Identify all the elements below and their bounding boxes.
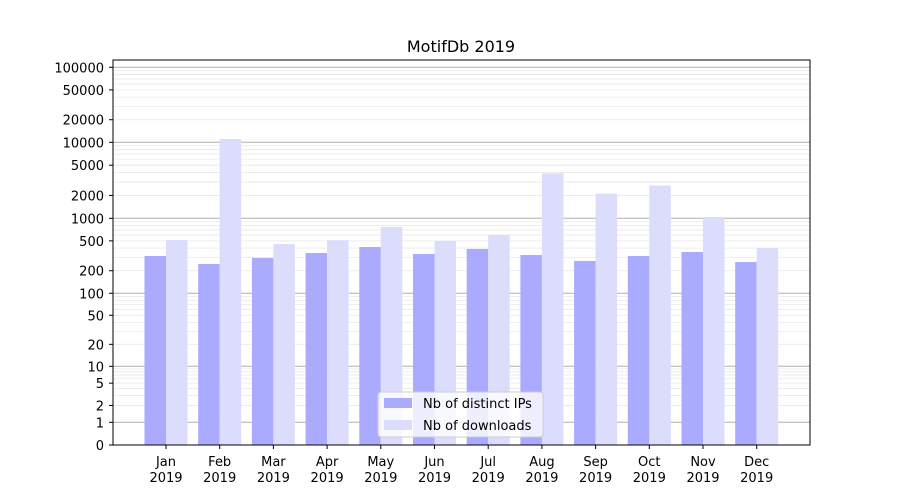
x-tick-label-month: Jan — [155, 455, 176, 470]
y-tick-label: 2000 — [71, 189, 104, 204]
legend: Nb of distinct IPs Nb of downloads — [377, 391, 544, 438]
y-tick-label: 20000 — [63, 114, 104, 129]
y-tick-label: 20 — [87, 338, 104, 353]
legend-box — [377, 391, 544, 438]
x-tick-label-year: 2019 — [633, 471, 666, 486]
x-tick-label-year: 2019 — [579, 471, 612, 486]
y-tick-label: 100000 — [54, 61, 104, 76]
bar-downloads — [327, 240, 349, 445]
x-tick-label-month: Mar — [261, 455, 286, 470]
legend-swatch-ips — [384, 398, 412, 408]
x-tick-label-month: Apr — [316, 455, 339, 470]
x-tick-label-year: 2019 — [257, 471, 290, 486]
bar-distinct-ips — [359, 247, 381, 445]
bar-downloads — [703, 217, 725, 445]
x-tick-label-year: 2019 — [525, 471, 558, 486]
plot-frame — [112, 59, 811, 446]
bar-downloads — [595, 193, 618, 445]
bar-distinct-ips — [251, 257, 274, 445]
legend-label-ips: Nb of distinct IPs — [423, 397, 532, 412]
y-tick-label: 100 — [79, 287, 104, 302]
y-tick-label: 500 — [79, 235, 104, 250]
x-tick-label-year: 2019 — [203, 471, 236, 486]
y-tick-label: 10000 — [63, 136, 104, 151]
y-tick-label: 2 — [96, 399, 104, 414]
y-tick-label: 5 — [96, 377, 104, 392]
bar-distinct-ips — [144, 256, 166, 445]
y-tick-label: 5000 — [71, 159, 104, 174]
y-tick-label: 50 — [87, 309, 104, 324]
x-tick-label-month: Feb — [208, 455, 231, 470]
bar-downloads — [649, 185, 671, 445]
x-tick-label-month: May — [367, 455, 394, 470]
y-axis: 0 1 2 5 10 20 50 100 200 500 1000 2000 5000 10000 2000… — [54, 61, 113, 454]
bars — [144, 138, 779, 445]
bar-downloads — [756, 247, 779, 445]
y-tick-label: 1000 — [71, 212, 104, 227]
y-tick-label: 0 — [96, 439, 104, 454]
y-tick-label: 10 — [87, 360, 104, 375]
bar-downloads — [541, 173, 564, 445]
y-tick-label: 50000 — [63, 84, 104, 99]
bar-distinct-ips — [681, 252, 703, 445]
bar-downloads — [273, 244, 295, 445]
bar-distinct-ips — [305, 252, 328, 445]
x-tick-label-month: Nov — [690, 455, 716, 470]
chart-title: MotifDb 2019 — [407, 37, 515, 56]
x-tick-label-year: 2019 — [311, 471, 344, 486]
legend-swatch-downloads — [384, 420, 412, 430]
bar-downloads — [166, 239, 188, 445]
x-tick-label-month: Aug — [529, 455, 554, 470]
x-tick-label-month: Jul — [479, 455, 496, 470]
y-tick-label: 200 — [79, 265, 104, 280]
x-tick-label-year: 2019 — [472, 471, 505, 486]
x-tick-label-month: Jun — [423, 455, 444, 470]
bar-distinct-ips — [198, 263, 220, 445]
x-tick-label-year: 2019 — [686, 471, 719, 486]
x-tick-label-month: Oct — [638, 455, 660, 470]
x-tick-label-month: Sep — [583, 455, 608, 470]
bar-distinct-ips — [627, 256, 650, 445]
bar-downloads — [380, 227, 403, 445]
x-tick-label-year: 2019 — [364, 471, 397, 486]
x-tick-label-month: Dec — [744, 455, 769, 470]
bar-distinct-ips — [574, 260, 596, 445]
x-tick-label-year: 2019 — [149, 471, 182, 486]
y-tick-label: 1 — [96, 416, 104, 431]
bar-distinct-ips — [735, 262, 757, 445]
x-axis: Jan2019Feb2019Mar2019Apr2019May2019Jun20… — [149, 445, 773, 486]
x-tick-label-year: 2019 — [740, 471, 773, 486]
x-tick-label-year: 2019 — [418, 471, 451, 486]
legend-label-downloads: Nb of downloads — [423, 419, 532, 434]
bar-downloads — [219, 138, 242, 445]
